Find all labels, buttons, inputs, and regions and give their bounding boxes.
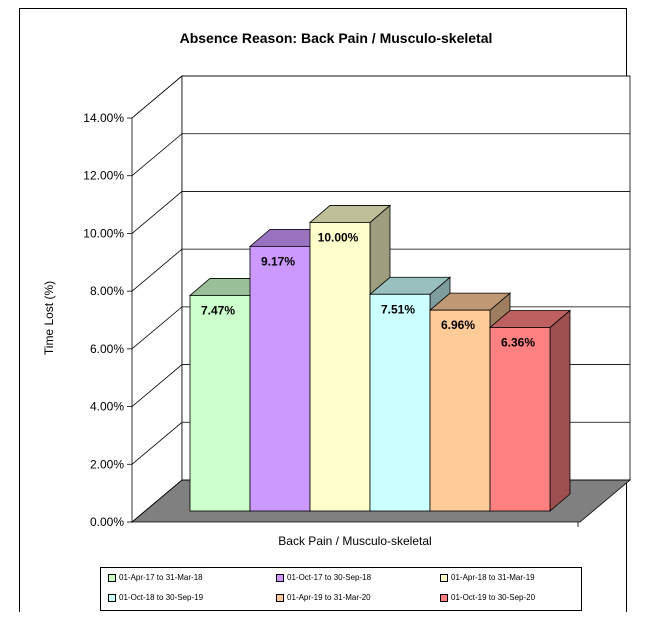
- bar: 6.36%: [488, 309, 572, 512]
- y-tick-label: 10.00%: [83, 226, 124, 240]
- legend-item: 01-Oct-17 to 30-Sep-18: [276, 573, 371, 582]
- y-tick-label: 4.00%: [90, 400, 124, 414]
- data-label: 6.96%: [441, 318, 475, 332]
- data-label: 6.36%: [501, 335, 535, 349]
- bar-front: [429, 309, 491, 512]
- bars: 7.47% 9.17% 10.00% 7.51% 6.96% 6.36%: [188, 204, 572, 512]
- bar-front: [249, 245, 311, 512]
- data-label: 7.51%: [381, 302, 415, 316]
- y-tick-label: 0.00%: [90, 515, 124, 529]
- legend-label: 01-Oct-17 to 30-Sep-18: [287, 573, 372, 582]
- legend-item: 01-Apr-19 to 31-Mar-20: [276, 593, 371, 602]
- bar-front: [189, 295, 251, 512]
- legend-swatch: [440, 593, 448, 602]
- side-wall: [131, 75, 183, 523]
- legend-swatch: [276, 573, 284, 582]
- legend-label: 01-Apr-17 to 31-Mar-18: [119, 573, 203, 582]
- bar-front: [369, 293, 431, 512]
- legend-label: 01-Oct-18 to 30-Sep-19: [119, 593, 204, 602]
- legend-swatch: [108, 573, 116, 582]
- legend-label: 01-Apr-18 to 31-Mar-19: [451, 573, 535, 582]
- bar-front: [489, 327, 551, 512]
- legend-swatch: [440, 573, 448, 582]
- y-tick-label: 6.00%: [90, 342, 124, 356]
- y-tick-label: 14.00%: [83, 111, 124, 125]
- y-axis-ticks: 0.00% 2.00% 4.00% 6.00% 8.00% 10.00% 12.00% 14.…: [83, 111, 579, 529]
- gridline: [131, 133, 630, 177]
- bar-side: [549, 309, 571, 512]
- y-tick-label: 12.00%: [83, 169, 124, 183]
- legend-label: 01-Oct-19 to 30-Sep-20: [451, 593, 536, 602]
- legend-item: 01-Oct-18 to 30-Sep-19: [108, 593, 203, 602]
- gridline: [131, 191, 630, 234]
- gridline: [131, 248, 630, 292]
- x-axis-label: Back Pain / Musculo-skeletal: [278, 534, 431, 548]
- legend-label: 01-Apr-19 to 31-Mar-20: [287, 593, 371, 602]
- bar-front: [309, 222, 371, 512]
- data-label: 10.00%: [318, 230, 359, 244]
- legend-swatch: [276, 593, 284, 602]
- legend-item: 01-Apr-18 to 31-Mar-19: [440, 573, 535, 582]
- legend-swatch: [108, 593, 116, 602]
- data-label: 7.47%: [201, 303, 235, 317]
- y-axis-label: Time Lost (%): [42, 281, 56, 355]
- y-tick-label: 8.00%: [90, 284, 124, 298]
- chart-title: Absence Reason: Back Pain / Musculo-skel…: [180, 30, 493, 46]
- legend: 01-Apr-17 to 31-Mar-18 01-Oct-17 to 30-Se…: [100, 567, 582, 611]
- legend-item: 01-Oct-19 to 30-Sep-20: [440, 593, 535, 602]
- data-label: 9.17%: [261, 254, 295, 268]
- legend-item: 01-Apr-17 to 31-Mar-18: [108, 573, 203, 582]
- gridline: [131, 75, 630, 119]
- y-tick-label: 2.00%: [90, 457, 124, 471]
